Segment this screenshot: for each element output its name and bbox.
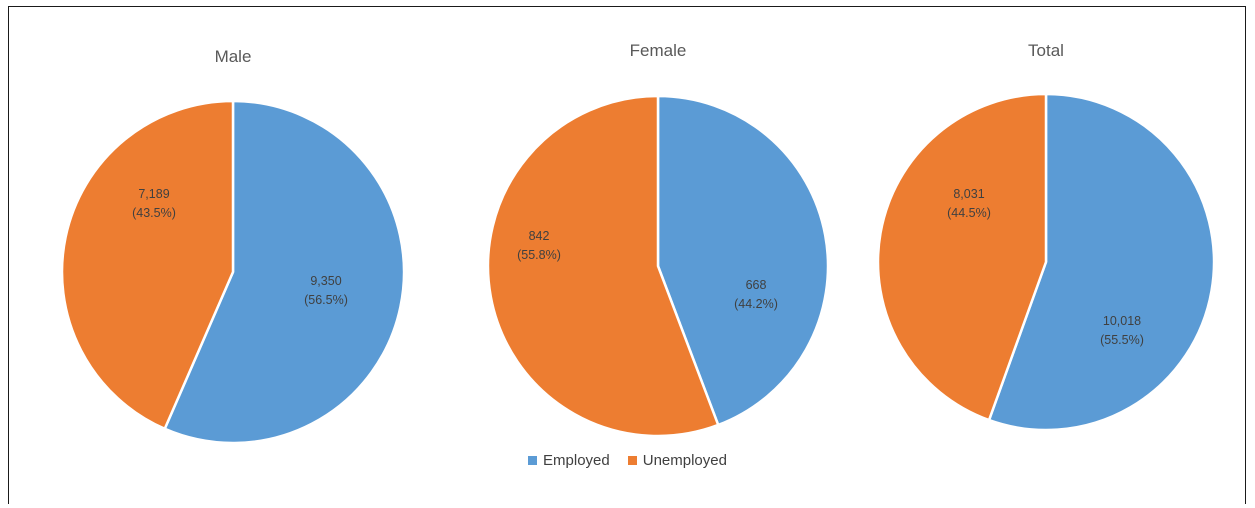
pie-slice-female-unemployed[interactable] [486, 94, 720, 438]
slices-male [60, 99, 406, 445]
legend-label-unemployed: Unemployed [642, 452, 727, 469]
pie-slice-female-employed[interactable] [656, 94, 830, 427]
slices-female [486, 94, 830, 438]
pie-slice-total-employed[interactable] [987, 92, 1216, 432]
legend-label-employed: Employed [543, 452, 610, 469]
legend-item-unemployed[interactable]: Unemployed [627, 452, 727, 469]
pie-chart-male: Male 9,350 (56.5%) 7,189 (43.5%) [60, 47, 406, 445]
data-label-male-unemployed: 7,189 (43.5%) [132, 187, 176, 220]
legend-item-employed[interactable]: Employed [528, 452, 610, 469]
chart-title-male: Male [215, 47, 252, 66]
pie-slice-male-employed[interactable] [163, 99, 406, 445]
data-label-total-unemployed: 8,031 (44.5%) [947, 187, 991, 220]
data-label-total-employed: 10,018 (55.5%) [1100, 314, 1144, 347]
data-label-male-employed: 9,350 (56.5%) [304, 274, 348, 307]
slices-total [876, 92, 1216, 432]
legend: Employed Unemployed [0, 452, 1255, 469]
legend-swatch-unemployed [627, 456, 637, 465]
pie-slice-male-unemployed[interactable] [60, 99, 235, 431]
pie-slice-total-unemployed[interactable] [876, 92, 1048, 422]
chart-title-total: Total [1028, 41, 1064, 60]
data-label-female-unemployed: 842 (55.8%) [517, 229, 561, 262]
pie-chart-female: Female 668 (44.2%) 842 (55.8%) [486, 41, 830, 438]
pie-chart-total: Total 10,018 (55.5%) 8,031 (44.5%) [876, 41, 1216, 432]
legend-swatch-employed [528, 456, 538, 465]
data-label-female-employed: 668 (44.2%) [734, 278, 778, 311]
chart-title-female: Female [630, 41, 687, 60]
